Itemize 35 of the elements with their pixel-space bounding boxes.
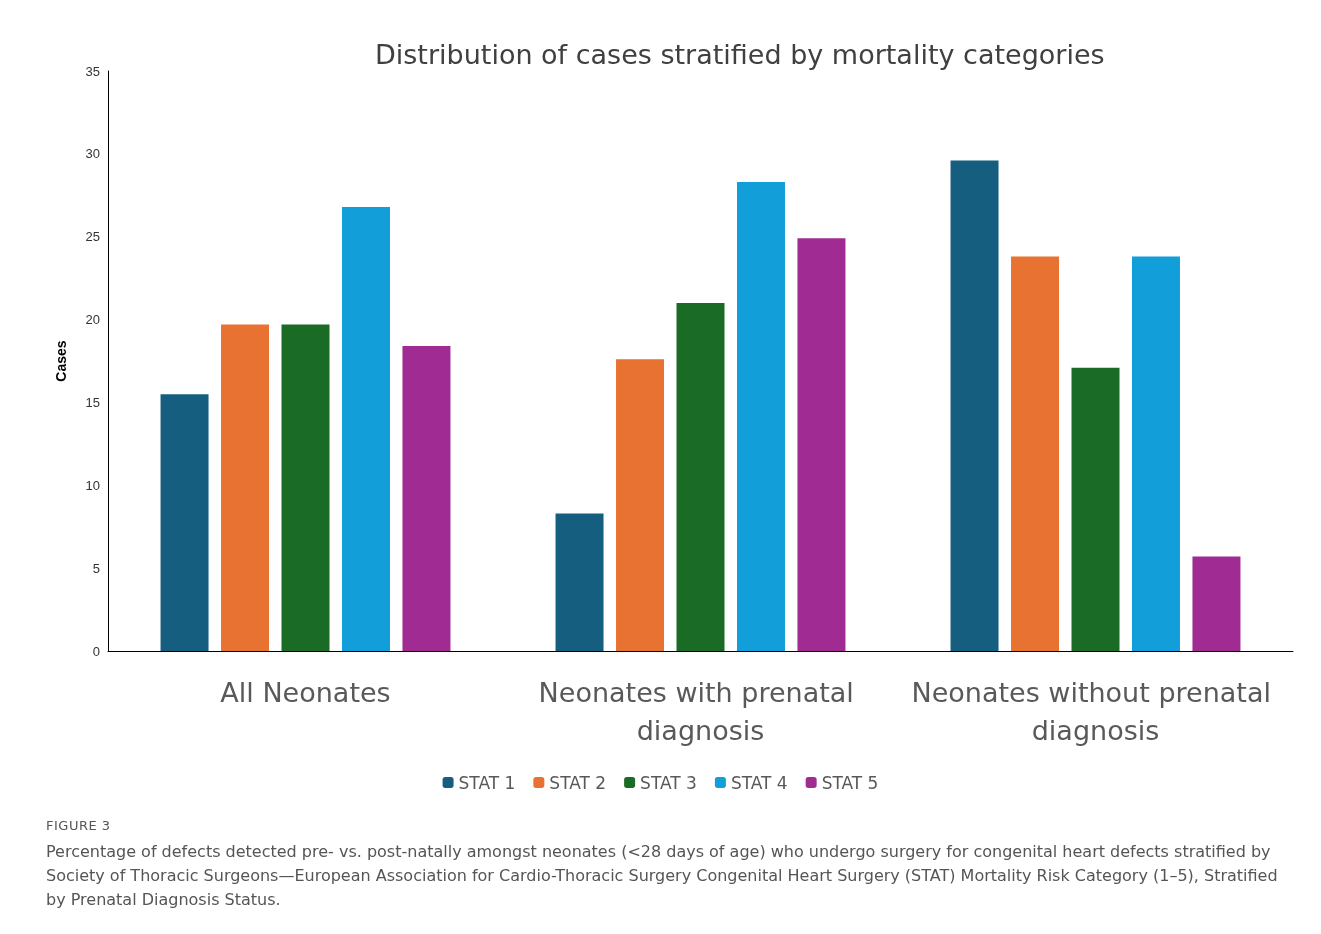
legend-label: STAT 2 xyxy=(549,772,607,793)
bar xyxy=(1192,556,1241,651)
bar xyxy=(160,394,209,651)
text: Percentage of defects detected pre- vs. post-natally amongst neonates (<28 days of age) who undergo surgery for congenital heart defects stratified by Society of Thoracic Surgeons—European Association for Cardio-Thoracic Surgery Congenital Heart Surgery (STAT) Mortality Risk Category (1–5), Stratified by Prenatal Diagnosis Status. xyxy=(46,841,1279,911)
y-tick-label: 20 xyxy=(85,312,100,328)
bar xyxy=(341,206,390,651)
x-tick-label: Neonates with prenatal diagnosis xyxy=(538,676,863,746)
bar xyxy=(736,182,785,651)
bar xyxy=(797,238,846,651)
chart-title: Distribution of cases stratified by mortality categories xyxy=(375,39,1105,70)
bar xyxy=(402,346,451,651)
x-tick-label: Neonates without prenatal diagnosis xyxy=(911,676,1280,746)
caption: FIGURE 3 xyxy=(46,817,112,835)
bar xyxy=(281,324,330,651)
legend-label: STAT 1 xyxy=(458,772,516,793)
bar xyxy=(950,160,999,651)
bar xyxy=(616,359,665,651)
y-tick-label: 5 xyxy=(92,560,100,576)
y-tick-label: 10 xyxy=(85,477,100,493)
bar xyxy=(1011,256,1060,651)
y-tick-label: 30 xyxy=(85,146,100,162)
bar xyxy=(221,324,270,651)
y-tick-label: 0 xyxy=(92,643,100,659)
bar xyxy=(555,513,604,651)
y-tick-label: 15 xyxy=(85,394,100,410)
legend-label: STAT 4 xyxy=(730,772,788,793)
legend-label: STAT 5 xyxy=(821,772,879,793)
legend-label: STAT 3 xyxy=(640,772,697,793)
bar xyxy=(1131,256,1180,651)
x-tick-label: All Neonates xyxy=(220,676,391,708)
y-axis-title: Cases xyxy=(53,340,69,382)
y-tick-label: 25 xyxy=(85,229,100,245)
bar xyxy=(676,303,725,651)
y-tick-label: 35 xyxy=(85,63,100,79)
bar xyxy=(1071,367,1120,651)
